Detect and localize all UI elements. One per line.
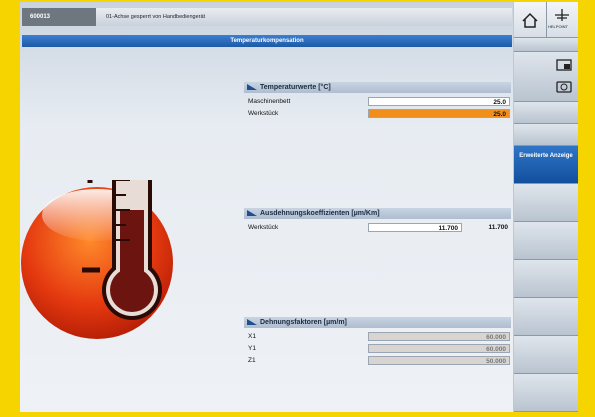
panel-title: Ausdehnungskoeffizienten [µm/Km]	[244, 208, 511, 219]
softkey[interactable]	[514, 38, 578, 52]
panel-title: Temperaturwerte [°C]	[244, 82, 511, 93]
softkey[interactable]	[514, 374, 578, 412]
title-marker	[247, 210, 257, 216]
row-label: Y1	[248, 345, 256, 352]
value-field: 11.700	[488, 224, 508, 231]
row-label: Werkstück	[248, 224, 279, 231]
title: Temperaturkompensation	[230, 38, 304, 44]
softkey-label[interactable]: Erweiterte Anzeige	[519, 153, 573, 159]
title-marker	[247, 319, 257, 325]
divider	[546, 2, 547, 38]
alarm-message: 01-Achse gesperrt von Handbediengerät	[106, 14, 206, 20]
softkey[interactable]	[514, 260, 578, 298]
help-label[interactable]: HELPOINT	[548, 24, 569, 29]
value-field[interactable]: 25.0	[368, 109, 510, 118]
value-field[interactable]: 60.000	[368, 344, 510, 353]
softkey[interactable]	[514, 298, 578, 336]
softkey[interactable]	[514, 336, 578, 374]
help-icon[interactable]	[553, 8, 571, 22]
value-field[interactable]: 60.000	[368, 332, 510, 341]
home-icon[interactable]	[520, 10, 540, 30]
value-field[interactable]: 25.0	[368, 97, 510, 106]
alarm-number: 600013	[30, 14, 51, 20]
softkey-extended[interactable]	[514, 146, 578, 184]
title-marker	[247, 84, 257, 90]
softkey[interactable]	[514, 102, 578, 124]
title-bar	[22, 35, 512, 47]
value-field[interactable]: 11.700	[368, 223, 462, 232]
softkey[interactable]	[514, 184, 578, 222]
alarm-box	[22, 8, 96, 26]
row-label: Maschinenbett	[248, 98, 291, 105]
thermometer-icon	[21, 180, 173, 339]
softkey[interactable]	[514, 124, 578, 146]
row-label: Werkstück	[248, 110, 279, 117]
value-field[interactable]: 50.000	[368, 356, 510, 365]
view-icons[interactable]	[556, 58, 572, 96]
row-label: X1	[248, 333, 256, 340]
softkey[interactable]	[514, 222, 578, 260]
panel-title: Dehnungsfaktoren [µm/m]	[244, 317, 511, 328]
row-label: Z1	[248, 357, 256, 364]
alarm-bar	[22, 8, 512, 26]
